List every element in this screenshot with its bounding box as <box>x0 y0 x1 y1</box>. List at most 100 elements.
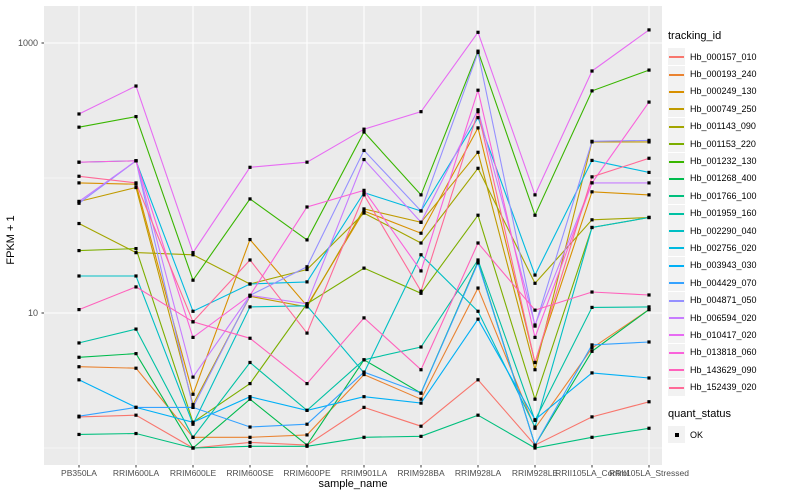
legend-key-swatch <box>668 152 685 170</box>
data-point <box>191 335 195 339</box>
legend-key-swatch <box>668 117 685 135</box>
data-point <box>647 138 651 142</box>
y-tick-label-1000: 1000 <box>17 38 38 48</box>
point-marker-icon <box>675 433 679 437</box>
data-point <box>362 148 366 153</box>
data-point <box>305 433 309 437</box>
data-point <box>362 405 366 409</box>
data-point <box>590 349 594 353</box>
data-point <box>362 127 366 131</box>
data-point <box>533 360 537 365</box>
data-point <box>248 397 252 401</box>
data-point <box>476 88 480 92</box>
data-point <box>419 209 423 213</box>
legend-title-tracking-id: tracking_id <box>668 30 722 42</box>
data-point <box>362 358 366 362</box>
data-point <box>305 422 309 426</box>
data-point <box>134 181 138 185</box>
legend-entry-label: Hb_000193_240 <box>690 69 757 80</box>
data-point <box>248 395 252 399</box>
data-point <box>476 116 480 120</box>
legend-entry-Hb_143629_090: Hb_143629_090 <box>668 361 798 379</box>
data-point <box>248 440 252 445</box>
data-point <box>590 225 594 230</box>
x-tick-label-RRIM928LE: RRIM928LE <box>511 468 559 478</box>
legend-entry-label: Hb_001766_100 <box>690 190 757 201</box>
data-point <box>134 274 138 278</box>
data-point <box>647 340 651 344</box>
data-point <box>590 415 594 419</box>
data-point <box>533 368 537 372</box>
data-point <box>419 193 423 197</box>
legend-line-icon <box>669 56 684 59</box>
data-point <box>305 331 309 335</box>
data-point <box>647 28 651 32</box>
legend-line-icon <box>669 264 684 267</box>
legend-key-swatch <box>668 426 685 443</box>
data-point <box>590 435 594 439</box>
legend-entry-Hb_001153_220: Hb_001153_220 <box>668 135 798 153</box>
legend-line-icon <box>669 247 684 250</box>
legend-entry-label: Hb_001268_400 <box>690 173 757 184</box>
legend-entries: Hb_000157_010 Hb_000193_240 Hb_000249_130 H… <box>668 48 798 396</box>
data-point <box>134 185 138 190</box>
data-point <box>476 213 480 217</box>
x-tick-label-RRIM928BA: RRIM928BA <box>397 468 445 478</box>
data-point <box>134 327 138 331</box>
data-point <box>248 444 252 448</box>
data-point <box>533 443 537 447</box>
legend-entry-Hb_006594_020: Hb_006594_020 <box>668 309 798 327</box>
data-point <box>362 157 366 162</box>
data-point <box>647 193 651 197</box>
legend-entry-ok: OK <box>668 426 798 443</box>
legend-entry-label: Hb_013818_060 <box>690 347 757 358</box>
legend-entry-Hb_002290_040: Hb_002290_040 <box>668 222 798 240</box>
data-point <box>647 215 651 220</box>
data-point <box>362 395 366 399</box>
legend-key-swatch <box>668 65 685 83</box>
data-point <box>533 323 537 327</box>
legend-entry-label: Hb_006594_020 <box>690 312 757 323</box>
data-point <box>419 434 423 438</box>
legend-entry-Hb_001766_100: Hb_001766_100 <box>668 187 798 205</box>
data-point <box>248 197 252 201</box>
panel-background <box>44 6 662 465</box>
data-point <box>419 391 423 395</box>
data-point <box>134 114 138 119</box>
data-point <box>305 267 309 272</box>
data-point <box>533 193 537 197</box>
data-point <box>134 352 138 356</box>
data-point <box>476 30 480 34</box>
data-point <box>362 130 366 134</box>
legend-entry-Hb_002756_020: Hb_002756_020 <box>668 239 798 257</box>
data-point <box>191 435 195 439</box>
legend-entry-label: Hb_143629_090 <box>690 364 757 375</box>
legend-entry-Hb_001268_400: Hb_001268_400 <box>668 169 798 187</box>
data-point <box>362 266 366 270</box>
legend-line-icon <box>669 195 684 198</box>
legend-entry-Hb_000193_240: Hb_000193_240 <box>668 65 798 83</box>
data-point <box>590 218 594 222</box>
legend-entry-Hb_004871_050: Hb_004871_050 <box>668 291 798 309</box>
data-point <box>248 165 252 169</box>
data-point <box>191 422 195 426</box>
data-point <box>476 110 480 114</box>
data-point <box>134 431 138 436</box>
legend-line-icon <box>669 317 684 320</box>
x-tick-label-RRIM928LA: RRIM928LA <box>454 468 502 478</box>
legend-key-swatch <box>668 291 685 309</box>
data-point <box>533 281 537 285</box>
data-point <box>77 274 81 278</box>
data-point <box>419 291 423 295</box>
legend-entry-Hb_004429_070: Hb_004429_070 <box>668 274 798 292</box>
data-point <box>419 397 423 401</box>
legend-line-icon <box>669 125 684 128</box>
data-point <box>248 305 252 309</box>
data-point <box>533 335 537 339</box>
data-point <box>590 371 594 375</box>
data-point <box>305 160 309 164</box>
data-point <box>248 360 252 365</box>
data-point <box>533 446 537 450</box>
